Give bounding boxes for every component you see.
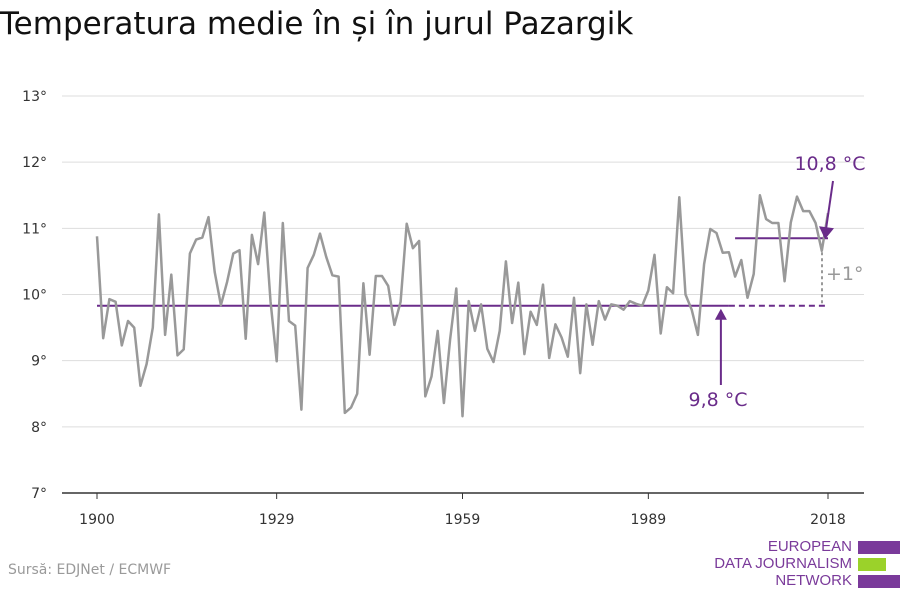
x-tick-label: 1959	[445, 512, 481, 528]
y-axis: 7° 8° 9° 10° 11° 12° 13°	[22, 89, 47, 502]
x-tick-label: 1900	[79, 512, 115, 528]
low-average-label: 9,8 °C	[688, 389, 747, 411]
logo-line-2: DATA JOURNALISM	[714, 555, 852, 572]
x-tick-label: 1989	[631, 512, 667, 528]
high-average-label: 10,8 °C	[794, 153, 865, 175]
source-note: Sursă: EDJNet / ECMWF	[8, 562, 172, 578]
logo-line-1: EUROPEAN	[767, 538, 852, 555]
low-arrow-head	[714, 308, 727, 320]
x-axis: 1900 1929 1959 1989 2018	[62, 492, 864, 528]
edjnet-logo-text: EUROPEAN DATA JOURNALISM NETWORK	[700, 538, 852, 589]
temperature-line	[95, 194, 830, 418]
series	[95, 194, 830, 418]
chart-title: Temperatura medie în și în jurul Pazargi…	[0, 6, 634, 42]
difference-label: +1°	[826, 263, 864, 285]
high-arrow-head	[819, 226, 834, 240]
logo-line-3: NETWORK	[775, 572, 852, 589]
y-tick-label: 12°	[22, 155, 47, 171]
logo-bar-top	[858, 541, 900, 554]
logo-bar-middle	[858, 558, 886, 571]
high-arrow-shaft	[825, 180, 834, 230]
y-tick-label: 7°	[31, 486, 47, 502]
gridlines	[62, 95, 864, 428]
x-tick-label: 2018	[810, 512, 846, 528]
reference-lines	[97, 237, 828, 307]
y-tick-label: 13°	[22, 89, 47, 105]
logo-bar-bottom	[858, 575, 900, 588]
x-tick-label: 1929	[259, 512, 295, 528]
y-tick-label: 9°	[31, 354, 47, 370]
annotations: +1° 10,8 °C 9,8 °C	[688, 153, 865, 411]
y-tick-label: 10°	[22, 288, 47, 304]
y-tick-label: 8°	[31, 420, 47, 436]
y-tick-label: 11°	[22, 221, 47, 237]
